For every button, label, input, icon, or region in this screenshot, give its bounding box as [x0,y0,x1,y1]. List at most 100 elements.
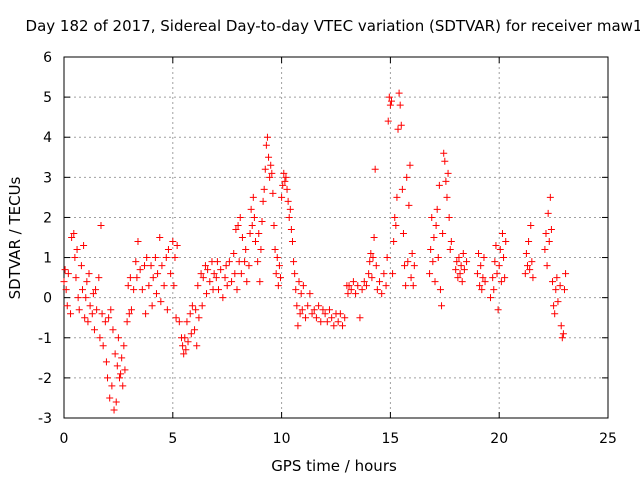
data-point [104,374,112,382]
data-point [203,290,211,298]
data-point [489,274,497,282]
data-point [98,310,106,318]
data-point [152,290,160,298]
data-point [123,318,131,326]
data-point [306,290,314,298]
data-point [112,398,120,406]
data-point [334,318,342,326]
data-point [408,250,416,258]
data-point [330,322,338,330]
data-point [382,282,390,290]
data-point [181,334,189,342]
data-point [404,258,412,266]
data-point [302,314,310,322]
data-point [559,330,567,338]
data-point [267,161,275,169]
data-point [429,258,437,266]
data-point [365,270,373,278]
data-point [162,254,170,262]
data-point [243,278,251,286]
data-point [234,221,242,229]
data-point [339,322,347,330]
y-tick-label: 3 [43,170,52,186]
data-point [498,229,506,237]
data-point [272,270,280,278]
data-point [262,141,270,149]
data-point [278,193,286,201]
data-point [386,101,394,109]
data-point [560,286,568,294]
data-point [298,306,306,314]
data-point [541,246,549,254]
data-point [237,270,245,278]
data-point [282,173,290,181]
data-point [456,270,464,278]
data-point [106,394,114,402]
data-point [463,258,471,266]
data-point [111,350,119,358]
data-point [315,302,323,310]
data-point [142,310,150,318]
data-point [367,250,375,258]
data-point [206,278,214,286]
data-point [221,274,229,282]
data-point [297,290,305,298]
data-point [522,250,530,258]
data-point [275,262,283,270]
data-point [304,302,312,310]
axis-ticks [63,56,609,419]
data-point [287,225,295,233]
x-tick-label: 15 [381,431,399,447]
data-point [283,185,291,193]
data-point [444,169,452,177]
data-point [90,326,98,334]
data-point [271,246,279,254]
data-point [222,262,230,270]
data-point [473,270,481,278]
data-point [455,254,463,262]
data-point [251,238,259,246]
data-point [403,173,411,181]
data-point [269,189,277,197]
y-tick-label: 6 [43,50,52,66]
data-point [193,342,201,350]
data-point [426,270,434,278]
data-point [89,290,97,298]
data-point [529,274,537,282]
data-point [70,229,78,237]
data-point [241,258,249,266]
data-point [277,274,285,282]
data-point [454,274,462,282]
data-point [167,270,175,278]
data-point [496,246,504,254]
data-point [236,213,244,221]
data-point [121,366,129,374]
data-point [118,354,126,362]
data-point [248,221,256,229]
data-point [147,262,155,270]
data-point [362,282,370,290]
data-point [97,221,105,229]
data-point [551,310,559,318]
y-tick-label: -1 [38,331,52,347]
data-point [191,326,199,334]
data-point [476,282,484,290]
data-point [213,258,221,266]
data-point [442,177,450,185]
data-point [494,306,502,314]
data-point [186,310,194,318]
data-point [95,274,103,282]
data-point [460,266,468,274]
data-point [372,262,380,270]
plot-frame [63,56,609,419]
data-point [93,306,101,314]
data-point [143,254,151,262]
data-point [110,406,118,414]
data-point [255,229,263,237]
data-point [281,177,289,185]
data-point [285,213,293,221]
data-point [384,117,392,125]
data-point [556,282,564,290]
data-point [376,278,384,286]
